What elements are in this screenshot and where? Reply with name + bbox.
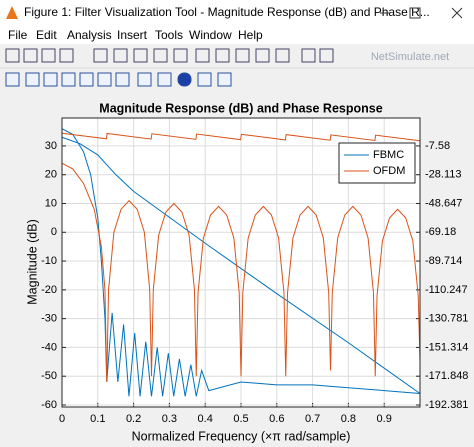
toolbar-button[interactable] <box>25 72 40 87</box>
toolbar <box>5 48 334 63</box>
magnitude-line <box>61 128 421 397</box>
menu-bar <box>0 26 474 44</box>
toolbar-button[interactable] <box>197 72 212 87</box>
y-tick-label: -50 <box>41 370 57 382</box>
legend-label: OFDM <box>373 165 405 177</box>
toolbar-button[interactable] <box>115 72 130 87</box>
y-axis-label: Magnitude (dB) <box>25 219 39 304</box>
y2-tick-label: -89.714 <box>425 255 462 267</box>
toolbar-button[interactable] <box>113 48 128 63</box>
toolbar-button[interactable] <box>93 48 108 63</box>
menu-item[interactable]: File <box>8 28 28 42</box>
y-tick-label: -10 <box>41 255 57 267</box>
x-tick-label: 0 <box>59 413 65 425</box>
toolbar-button[interactable] <box>275 48 290 63</box>
toolbar-button[interactable] <box>5 48 20 63</box>
toolbar-button[interactable] <box>215 48 230 63</box>
window-title: Figure 1: Filter Visualization Tool - Ma… <box>24 5 430 19</box>
magnitude-line <box>61 162 421 382</box>
toolbar-button[interactable] <box>319 48 334 63</box>
phase-line <box>61 132 421 142</box>
y-tick-label: -30 <box>41 313 57 325</box>
legend-label: FBMC <box>373 149 404 161</box>
menu-item[interactable]: Window <box>189 28 232 42</box>
y-tick-label: 0 <box>51 226 57 238</box>
axes-frame <box>61 117 421 408</box>
menu-item[interactable]: Help <box>238 28 263 42</box>
y2-tick-label: -151.314 <box>425 341 468 353</box>
x-tick-label: 0.8 <box>341 413 356 425</box>
menu-item[interactable]: Insert <box>117 28 148 42</box>
toolbar-button[interactable] <box>97 72 112 87</box>
plot: FBMC OFDM <box>61 117 421 408</box>
toolbar-button[interactable] <box>177 72 192 87</box>
toolbar-button[interactable] <box>137 72 152 87</box>
menu-item[interactable]: Analysis <box>67 28 112 42</box>
y2-tick-label: -192.381 <box>425 399 468 411</box>
watermark: NetSimulate.net <box>371 51 449 63</box>
phase-line <box>61 136 421 394</box>
toolbar-button[interactable] <box>153 48 168 63</box>
y-tick-label: 30 <box>45 140 57 152</box>
toolbar-button[interactable] <box>301 48 316 63</box>
toolbar-button[interactable] <box>217 72 232 87</box>
y2-tick-label: -171.848 <box>425 370 468 382</box>
menu-item[interactable]: Edit <box>36 28 57 42</box>
x-tick-label: 0.6 <box>269 413 284 425</box>
y2-tick-label: -69.18 <box>425 226 456 238</box>
toolbar-button[interactable] <box>255 48 270 63</box>
toolbar-button[interactable] <box>59 48 74 63</box>
menu: File Edit Analysis Insert Tools Window Help <box>8 28 263 42</box>
toolbar-button[interactable] <box>41 48 56 63</box>
y2-tick-label: -28.113 <box>425 169 462 181</box>
title-bar <box>0 0 474 26</box>
y-tick-label: -40 <box>41 341 57 353</box>
app-icon <box>6 6 18 19</box>
y2-tick-label: -130.781 <box>425 313 468 325</box>
x-tick-label: 0.3 <box>162 413 177 425</box>
toolbar-button[interactable] <box>133 48 148 63</box>
toolbar-button[interactable] <box>5 72 20 87</box>
toolbar-button[interactable] <box>79 72 94 87</box>
y-tick-label: -60 <box>41 399 57 411</box>
y2-tick-label: -48.647 <box>425 197 462 209</box>
toolbar-button[interactable] <box>23 48 38 63</box>
x-tick-label: 0.2 <box>126 413 141 425</box>
y2-tick-label: -7.58 <box>425 140 450 152</box>
toolbar-button[interactable] <box>43 72 58 87</box>
toolbar-button[interactable] <box>61 72 76 87</box>
x-tick-label: 0.9 <box>377 413 392 425</box>
y-tick-label: 20 <box>45 169 57 181</box>
menu-item[interactable]: Tools <box>155 28 183 42</box>
x-tick-label: 0.1 <box>90 413 105 425</box>
toolbar-button[interactable] <box>157 72 172 87</box>
toolbar-button[interactable] <box>173 48 188 63</box>
chart-title: Magnitude Response (dB) and Phase Respon… <box>99 101 382 115</box>
toolbar-button[interactable] <box>195 48 210 63</box>
y-tick-label: 10 <box>45 197 57 209</box>
x-tick-label: 0.7 <box>305 413 320 425</box>
x-tick-label: 0.4 <box>198 413 213 425</box>
toolbar <box>5 72 232 87</box>
y2-tick-label: -110.247 <box>425 284 468 296</box>
maximize-button[interactable] <box>409 7 421 19</box>
toolbar-button[interactable] <box>235 48 250 63</box>
legend <box>338 142 416 184</box>
y-tick-label: -20 <box>41 284 57 296</box>
close-button[interactable] <box>451 7 463 19</box>
x-axis-label: Normalized Frequency (×π rad/sample) <box>132 429 351 443</box>
x-tick-label: 0.5 <box>233 413 248 425</box>
